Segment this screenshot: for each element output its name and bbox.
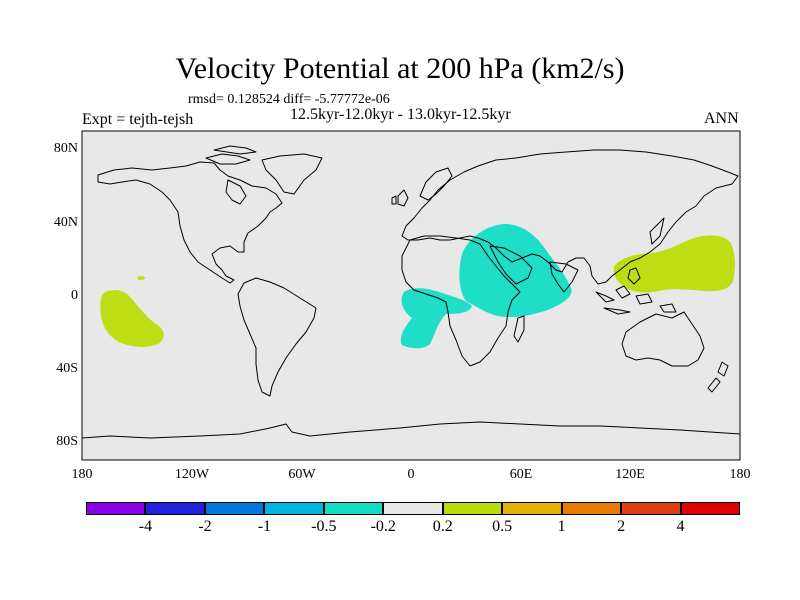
- coast-australia: [621, 311, 705, 367]
- colorbar-swatch: [502, 502, 562, 515]
- colorbar-label: -0.2: [370, 518, 396, 535]
- lat-label: 80N: [53, 141, 78, 156]
- east-pacific-positive-anomaly: [100, 290, 164, 347]
- colorbar-label: -4: [138, 518, 153, 535]
- anomaly-shading: [100, 224, 735, 349]
- colorbar-swatch: [442, 502, 503, 515]
- coast-south-america: [237, 277, 317, 397]
- coast-indonesia: [595, 285, 677, 315]
- colorbar-swatch: [323, 502, 384, 515]
- coast-north-america: [97, 161, 283, 284]
- coast-japan: [649, 217, 665, 245]
- atlantic-negative-anomaly: [400, 288, 472, 349]
- colorbar-swatch: [204, 502, 265, 515]
- lon-label: 180: [71, 467, 93, 482]
- coast-philippines: [627, 267, 641, 285]
- colorbar-label: -1: [257, 518, 272, 535]
- west-pacific-positive-anomaly: [613, 235, 735, 293]
- coast-hudson-bay: [225, 179, 247, 205]
- lon-label: 120E: [615, 467, 645, 482]
- lat-label: 80S: [56, 434, 78, 449]
- coast-greenland: [261, 153, 323, 195]
- coast-scandinavia: [419, 167, 453, 201]
- colorbar-label: 2: [617, 518, 626, 535]
- coast-africa: [401, 235, 521, 367]
- coast-antarctica: [81, 421, 741, 439]
- lon-label: 60E: [509, 467, 533, 482]
- east-pacific-small-positive: [137, 276, 145, 280]
- colorbar-swatch: [621, 502, 681, 515]
- africa-arabia-negative-anomaly: [459, 224, 572, 318]
- colorbar-label: -0.5: [311, 518, 337, 535]
- plot-title: Velocity Potential at 200 hPa (km2/s): [175, 52, 625, 85]
- lon-label: 60W: [288, 467, 316, 482]
- coast-arabia: [489, 245, 533, 285]
- lon-label: 0: [407, 467, 415, 482]
- coast-new-zealand: [707, 361, 729, 393]
- lat-label: 0: [71, 288, 78, 303]
- lat-label: 40N: [53, 215, 78, 230]
- colorbar-label: 0.2: [432, 518, 453, 535]
- colorbar-label: -2: [198, 518, 212, 535]
- colorbar-label: 0.5: [492, 518, 513, 535]
- colorbar-swatch: [86, 502, 146, 515]
- lon-label: 180: [729, 467, 751, 482]
- plot-subtitle: 12.5kyr-12.0kyr - 13.0kyr-12.5kyr: [290, 106, 511, 123]
- coast-madagascar: [513, 315, 525, 343]
- colorbar-swatch: [145, 502, 205, 515]
- colorbar-swatch: [680, 502, 740, 515]
- coast-arctic-islands: [205, 145, 257, 165]
- colorbar-label: 1: [557, 518, 566, 535]
- colorbar-label: 4: [676, 518, 685, 535]
- lon-label: 120W: [174, 467, 210, 482]
- experiment-label: Expt = tejth-tejsh: [82, 111, 194, 128]
- colorbar-swatch: [561, 502, 622, 515]
- rmsd-stats: rmsd= 0.128524 diff= -5.77772e-06: [188, 92, 390, 107]
- lat-label: 40S: [56, 361, 78, 376]
- coast-british-isles: [391, 189, 409, 207]
- colorbar-swatch: [383, 502, 443, 515]
- season-label: ANN: [704, 110, 739, 127]
- colorbar-swatch: [264, 502, 324, 515]
- coast-india: [549, 261, 579, 293]
- coastlines: [81, 145, 741, 439]
